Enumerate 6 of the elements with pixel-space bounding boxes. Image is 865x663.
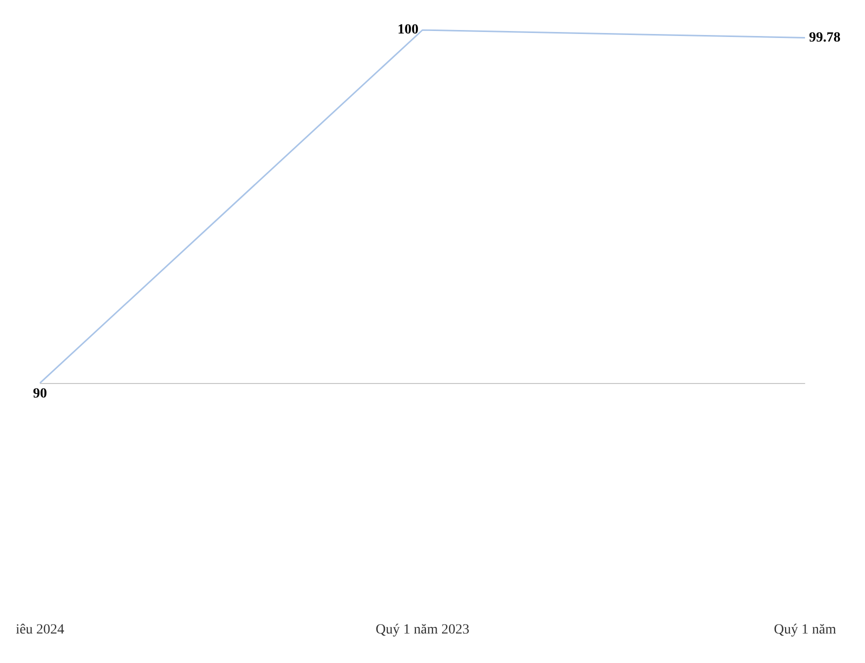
x-tick-label: Quý 1 năm xyxy=(774,622,836,638)
data-label: 90 xyxy=(33,386,47,402)
data-label: 100 xyxy=(398,22,418,38)
data-label: 99.78 xyxy=(809,30,840,46)
x-tick-label: iêu 2024 xyxy=(16,622,64,638)
x-tick-label: Quý 1 năm 2023 xyxy=(376,622,470,638)
